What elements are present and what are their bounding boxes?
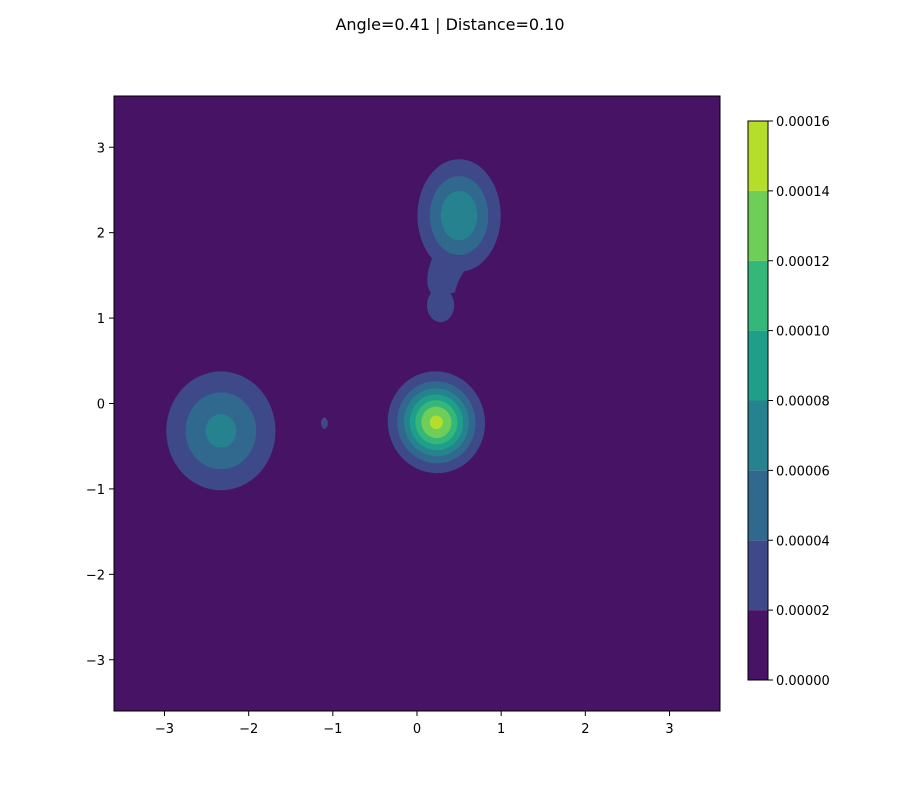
colorbar-tick-label: 0.00010 — [776, 325, 830, 340]
colorbar-tick-label: 0.00012 — [776, 255, 830, 270]
x-tick-label: 0 — [413, 722, 421, 737]
y-tick-label: −2 — [86, 568, 105, 583]
plot-area — [113, 95, 721, 712]
y-tick-label: 1 — [97, 312, 105, 327]
y-tick-label: 0 — [97, 398, 105, 413]
colorbar-band — [748, 470, 768, 541]
contour-region — [429, 415, 443, 430]
colorbar-band — [748, 400, 768, 471]
contour-region — [426, 288, 455, 323]
colorbar: 0.00000 0.00002 0.00004 0.00006 0.00008 0.000… — [747, 115, 830, 689]
x-tick-label: 1 — [497, 722, 505, 737]
x-tick-label: −2 — [239, 722, 258, 737]
contour-region — [205, 414, 237, 448]
colorbar-band — [748, 121, 768, 191]
contour-region — [321, 417, 328, 429]
colorbar-band — [748, 260, 768, 331]
contour-fill-group — [166, 159, 501, 491]
x-tick-label: 3 — [665, 722, 673, 737]
colorbar-tick-label: 0.00002 — [776, 604, 830, 619]
colorbar-ticks: 0.00000 0.00002 0.00004 0.00006 0.00008 0.000… — [768, 115, 830, 689]
colorbar-tick-label: 0.00004 — [776, 534, 830, 549]
x-axis: −3 −2 −1 0 1 2 3 — [155, 711, 674, 737]
x-tick-label: 2 — [581, 722, 589, 737]
colorbar-band — [748, 330, 768, 401]
colorbar-tick-label: 0.00006 — [776, 464, 830, 479]
colorbar-bands — [748, 121, 768, 680]
colorbar-tick-label: 0.00016 — [776, 115, 830, 130]
y-tick-label: 3 — [97, 141, 105, 156]
x-tick-label: −1 — [323, 722, 342, 737]
y-axis: −3 −2 −1 0 1 2 3 — [86, 141, 114, 669]
colorbar-tick-label: 0.00008 — [776, 395, 830, 410]
colorbar-band — [748, 610, 768, 680]
chart-title: Angle=0.41 | Distance=0.10 — [335, 15, 564, 34]
x-tick-label: −3 — [155, 722, 174, 737]
colorbar-band — [748, 190, 768, 261]
y-tick-label: −1 — [86, 483, 105, 498]
contour-region — [427, 254, 478, 297]
y-tick-label: 2 — [97, 227, 105, 242]
contour-region — [440, 190, 478, 241]
colorbar-tick-label: 0.00000 — [776, 674, 830, 689]
colorbar-band — [748, 540, 768, 611]
colorbar-tick-label: 0.00014 — [776, 185, 830, 200]
y-tick-label: −3 — [86, 654, 105, 669]
